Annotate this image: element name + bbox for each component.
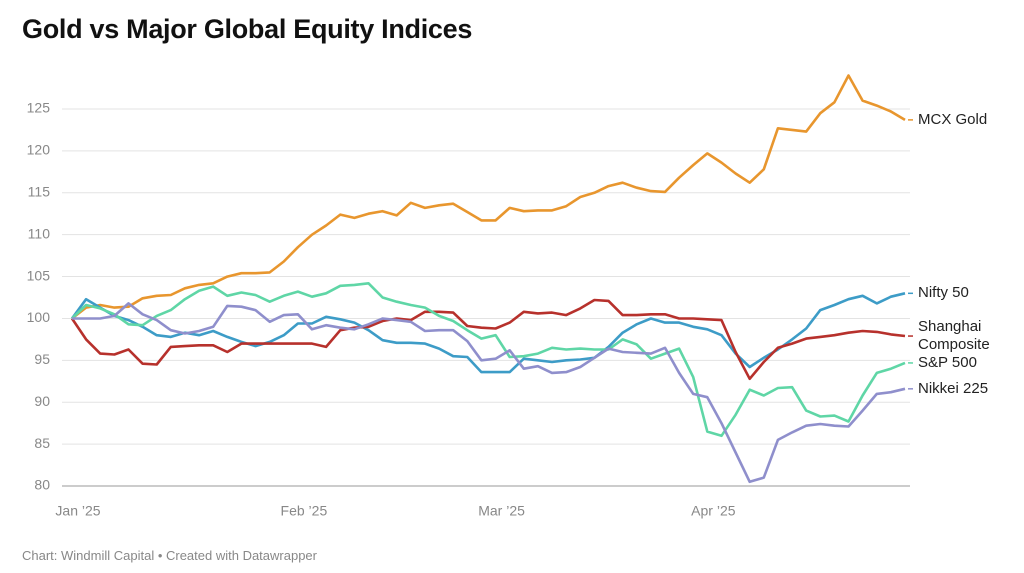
y-tick-label: 105 [27, 267, 51, 283]
series-label: Shanghai Composite [918, 318, 990, 354]
x-tick-label: Jan ’25 [55, 503, 100, 519]
series-line [72, 302, 906, 484]
series-line [71, 282, 906, 438]
series-line [70, 292, 906, 374]
y-tick-label: 80 [34, 477, 50, 493]
y-tick-label: 100 [27, 309, 51, 325]
x-tick-label: Mar ’25 [478, 503, 525, 519]
series-line [70, 298, 906, 381]
y-tick-label: 85 [34, 435, 50, 451]
y-tick-label: 90 [34, 393, 50, 409]
y-tick-label: 115 [28, 183, 51, 199]
series-label: MCX Gold [918, 110, 988, 128]
series-label: Nikkei 225 [918, 379, 989, 397]
series-line [71, 74, 906, 320]
chart-title: Gold vs Major Global Equity Indices [22, 14, 473, 44]
series-label: Nifty 50 [918, 284, 969, 302]
y-tick-label: 110 [28, 225, 51, 241]
x-tick-label: Apr ’25 [691, 503, 736, 519]
series-label: S&P 500 [918, 354, 977, 372]
y-tick-label: 120 [27, 142, 51, 158]
y-tick-label: 95 [34, 351, 50, 367]
y-tick-label: 125 [27, 100, 51, 116]
chart-source: Chart: Windmill Capital • Created with D… [22, 548, 317, 563]
x-tick-label: Feb ’25 [281, 503, 328, 519]
